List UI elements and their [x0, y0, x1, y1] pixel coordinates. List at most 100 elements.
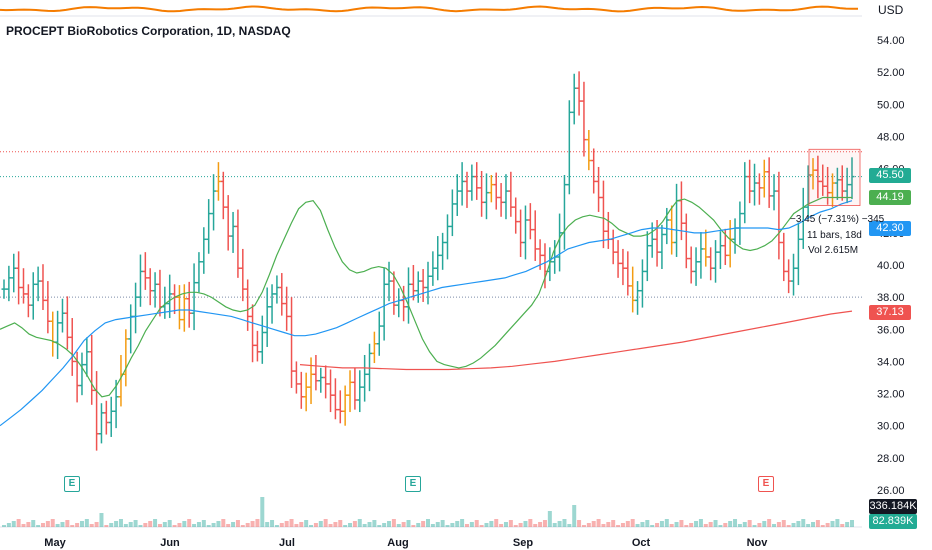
- volume-bar: [791, 523, 796, 527]
- volume-bar: [508, 520, 513, 527]
- volume-bar: [523, 521, 528, 527]
- volume-bar: [128, 522, 133, 527]
- earnings-marker[interactable]: E: [64, 476, 80, 492]
- volume-bar: [474, 520, 479, 527]
- overview-series: [0, 5, 858, 13]
- volume-bar: [328, 524, 333, 527]
- volume-bar: [728, 521, 733, 527]
- volume-bar: [201, 520, 206, 527]
- volume-bar: [674, 522, 679, 527]
- volume-bar: [538, 522, 543, 527]
- price-tick-label: 54.00: [877, 35, 905, 47]
- time-tick-label: Jul: [279, 537, 295, 549]
- volume-bar: [533, 524, 538, 527]
- volume-bar: [250, 521, 255, 527]
- earnings-marker-upcoming[interactable]: E: [758, 476, 774, 492]
- volume-bar: [752, 525, 757, 527]
- volume-bar: [630, 519, 635, 527]
- volume-bar: [6, 523, 11, 527]
- volume-bar: [557, 521, 562, 527]
- volume-bar: [489, 521, 494, 527]
- volume-bar: [270, 520, 275, 527]
- volume-bar: [713, 520, 718, 527]
- volume-bar: [148, 521, 153, 527]
- volume-bar: [109, 523, 114, 527]
- volume-bar: [274, 525, 279, 527]
- volume-bar: [153, 519, 158, 527]
- volume-bar: [806, 524, 811, 527]
- volume-bar: [528, 519, 533, 527]
- volume-bar: [586, 523, 591, 527]
- volume-bar: [616, 525, 621, 527]
- volume-bar: [767, 519, 772, 527]
- volume-bar: [762, 521, 767, 527]
- volume-bar: [435, 522, 440, 527]
- volume-bar: [123, 524, 128, 527]
- volume-bar: [659, 521, 664, 527]
- moving-averages: [0, 196, 853, 427]
- volume-bar: [411, 525, 416, 527]
- volume-bar: [655, 523, 660, 527]
- volume-bar: [133, 520, 138, 527]
- volume-bar: [187, 519, 192, 527]
- volume-bar: [825, 523, 830, 527]
- volume-bar: [348, 523, 353, 527]
- measure-change: −3.45 (−7.31%) −345: [790, 214, 885, 225]
- time-tick-label: Aug: [387, 537, 408, 549]
- price-axis[interactable]: 54.0052.0050.0048.0046.0044.0042.0040.00…: [877, 35, 905, 497]
- volume-bar: [206, 525, 211, 527]
- volume-bar: [815, 520, 820, 527]
- volume-bar: [177, 523, 182, 527]
- volume-bar: [367, 522, 372, 527]
- volume-bar: [450, 523, 455, 527]
- volume-bar: [518, 523, 523, 527]
- volume-bar: [781, 520, 786, 527]
- volume-avg-tag: 82.839K: [869, 514, 917, 529]
- volume-bar: [26, 522, 31, 527]
- time-tick-label: Jun: [160, 537, 180, 549]
- volume-bar: [547, 511, 552, 527]
- volume-bar: [240, 525, 245, 527]
- volume-bar: [581, 525, 586, 527]
- volume-bar: [445, 525, 450, 527]
- volume-bar: [294, 524, 299, 527]
- volume-bar: [757, 523, 762, 527]
- chart-title: PROCEPT BioRobotics Corporation, 1D, NAS…: [6, 24, 291, 38]
- volume-bar: [718, 525, 723, 527]
- time-axis[interactable]: May Jun Jul Aug Sep Oct Nov: [44, 537, 768, 549]
- volume-bar: [2, 525, 6, 527]
- volume-bar: [703, 524, 708, 527]
- volume-bar: [601, 524, 606, 527]
- volume-bar: [684, 525, 689, 527]
- volume-bar: [362, 524, 367, 527]
- currency-label[interactable]: USD: [878, 3, 904, 17]
- volume-bar: [304, 520, 309, 527]
- volume-bar: [182, 521, 187, 527]
- price-tick-label: 36.00: [877, 324, 905, 336]
- volume-bar: [723, 523, 728, 527]
- volume-bar: [309, 525, 314, 527]
- volume-bar: [733, 519, 738, 527]
- volume-bar: [65, 520, 70, 527]
- volume-bar: [776, 522, 781, 527]
- volume-bar: [216, 521, 221, 527]
- volume-bar: [835, 519, 840, 527]
- volume-bar: [562, 519, 567, 527]
- volume-bar: [40, 523, 45, 527]
- price-tick-label: 30.00: [877, 421, 905, 433]
- volume-bar: [235, 520, 240, 527]
- volume-bar: [196, 522, 201, 527]
- earnings-marker[interactable]: E: [405, 476, 421, 492]
- volume-bar: [513, 525, 518, 527]
- volume-bar: [440, 520, 445, 527]
- volume-bar: [138, 525, 143, 527]
- volume-bar: [357, 519, 362, 527]
- volume-bar: [313, 523, 318, 527]
- volume-bar: [284, 521, 289, 527]
- price-tick-label: 38.00: [877, 292, 905, 304]
- volume-bar: [796, 521, 801, 527]
- measure-bars: 11 bars, 18d: [807, 230, 862, 241]
- chart-grid: [0, 151, 862, 298]
- volume-bar: [338, 520, 343, 527]
